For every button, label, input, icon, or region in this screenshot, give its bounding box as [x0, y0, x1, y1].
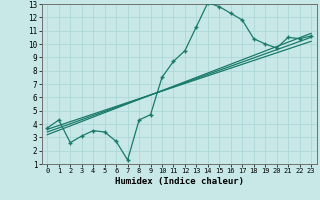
X-axis label: Humidex (Indice chaleur): Humidex (Indice chaleur) [115, 177, 244, 186]
